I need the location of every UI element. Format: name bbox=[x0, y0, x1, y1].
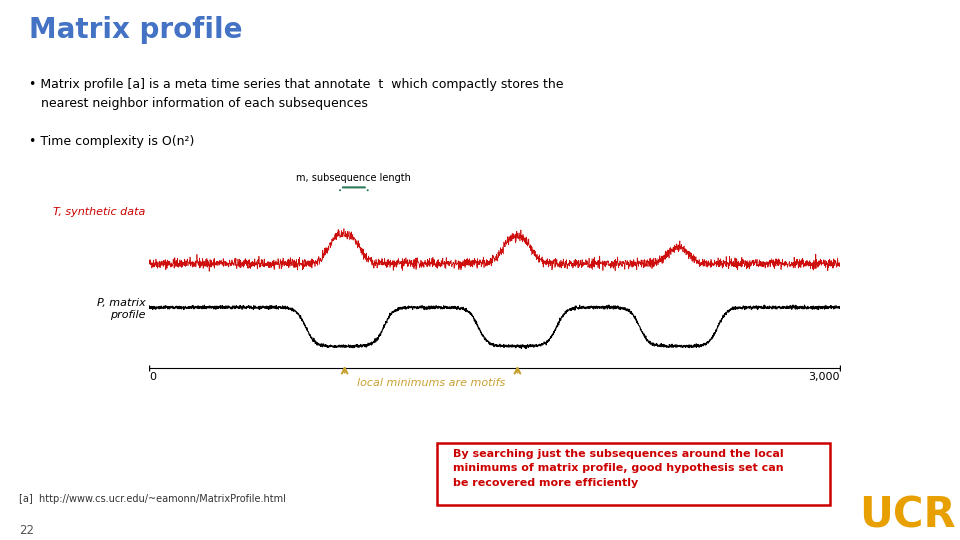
Text: 0: 0 bbox=[149, 372, 156, 382]
Text: Matrix profile: Matrix profile bbox=[29, 16, 242, 44]
Text: local minimums are motifs: local minimums are motifs bbox=[357, 378, 505, 388]
FancyBboxPatch shape bbox=[437, 443, 830, 505]
Text: T, synthetic data: T, synthetic data bbox=[53, 207, 145, 217]
Text: 3,000: 3,000 bbox=[808, 372, 840, 382]
Text: [a]  http://www.cs.ucr.edu/~eamonn/MatrixProfile.html: [a] http://www.cs.ucr.edu/~eamonn/Matrix… bbox=[19, 494, 286, 504]
Text: By searching just the subsequences around the local
minimums of matrix profile, : By searching just the subsequences aroun… bbox=[452, 449, 783, 488]
Text: 22: 22 bbox=[19, 524, 35, 537]
Text: • Time complexity is Ο(n²): • Time complexity is Ο(n²) bbox=[29, 135, 194, 148]
Text: UCR: UCR bbox=[859, 494, 956, 536]
Text: • Matrix profile [a] is a meta time series that annotate  t  which compactly sto: • Matrix profile [a] is a meta time seri… bbox=[29, 78, 564, 110]
Text: m, subsequence length: m, subsequence length bbox=[297, 172, 411, 183]
Text: P, matrix
profile: P, matrix profile bbox=[97, 298, 145, 320]
